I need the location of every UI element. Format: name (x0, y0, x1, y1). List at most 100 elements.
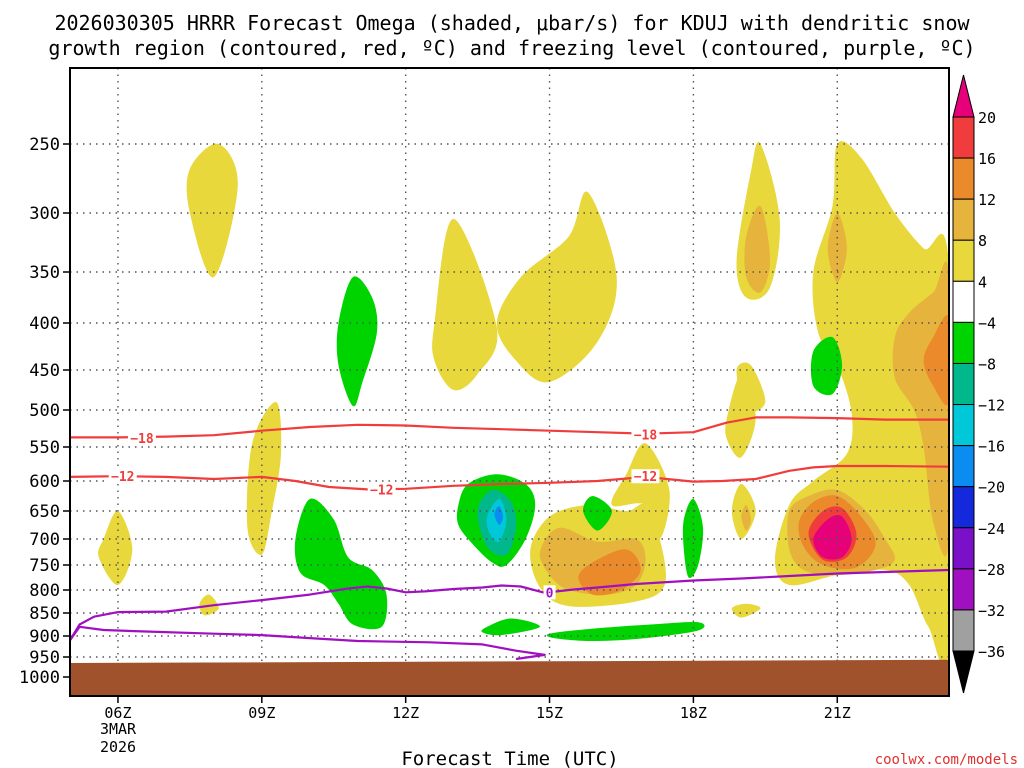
credit-label: coolwx.com/models (875, 752, 1018, 768)
y-tick-label-800: 800 (29, 581, 60, 601)
omega-area-neg-g (546, 621, 705, 641)
contour-minus-12-label-0: −12 (111, 470, 134, 485)
colorbar-label-1: 16 (978, 150, 996, 168)
y-tick-label-450: 450 (29, 361, 60, 381)
colorbar-segment-7 (952, 404, 975, 447)
colorbar-label-13: −36 (978, 643, 1005, 661)
contour-freezing-lower (70, 625, 546, 661)
omega-area-neg-d (583, 496, 612, 531)
omega-area-pos-e (432, 218, 498, 391)
colorbar-label-8: −16 (978, 438, 1005, 456)
omega-area-pos-v (578, 549, 641, 596)
omega-area-neg-a (336, 276, 378, 407)
contour-minus-18-label-bg-1 (631, 427, 660, 442)
gridlines (70, 68, 949, 696)
terrain (70, 659, 949, 696)
x-axis: 06Z 09Z 12Z 15Z 18Z 21Z (104, 696, 851, 722)
y-tick-label-400: 400 (29, 314, 60, 334)
colorbar-segment-10 (952, 527, 975, 570)
colorbar: 20 16 12 8 4 −4 −8 −12 −16 −20 −24 −28 −32 −36 (952, 74, 1005, 694)
contour-minus-12-label-2: −12 (634, 470, 657, 485)
x-tick-label-12: 12Z (392, 704, 419, 722)
colorbar-label-5: −4 (978, 314, 996, 332)
contour-minus-18-label-0: −18 (130, 432, 154, 447)
y-tick-label-1000: 1000 (19, 668, 60, 688)
contour-freezing-label-0: 0 (546, 586, 554, 601)
contour-minus-12-label-bg-0 (108, 469, 137, 484)
colorbar-label-9: −20 (978, 479, 1005, 497)
omega-area-pos-u (923, 315, 949, 406)
plot-frame (69, 67, 950, 697)
contour-minus-12-label-bg-2 (631, 469, 660, 484)
y-tick-label-500: 500 (29, 401, 60, 421)
contour-minus-12 (70, 464, 949, 491)
colorbar-segment-0 (952, 116, 975, 159)
contour-freezing-label-bg-0 (543, 585, 556, 600)
contour-minus-18 (70, 416, 949, 439)
y-tick-label-250: 250 (29, 135, 60, 155)
x-tick-label-18: 18Z (680, 704, 707, 722)
contour-freezing (70, 568, 949, 641)
omega-area-pos-m (731, 603, 761, 618)
y-tick-label-750: 750 (29, 556, 60, 576)
omega-area-neg-e (682, 498, 704, 579)
colorbar-segment-8 (952, 445, 975, 488)
y-tick-label-950: 950 (29, 648, 60, 668)
colorbar-label-2: 12 (978, 191, 996, 209)
temperature-contours: −18 −18 −12 −12 −12 0 (70, 416, 949, 661)
y-tick-label-600: 600 (29, 472, 60, 492)
colorbar-segment-4 (952, 280, 975, 323)
omega-area-pos-h (611, 443, 670, 540)
contour-minus-18-label-bg-0 (127, 431, 156, 446)
omega-shading (98, 141, 949, 669)
x-axis-label: Forecast Time (UTC) (401, 748, 618, 768)
colorbar-label-6: −8 (978, 355, 996, 373)
omega-area-pos-c (98, 510, 133, 586)
colorbar-segment-6 (952, 362, 975, 406)
y-tick-label-550: 550 (29, 438, 60, 458)
date-label-year: 2026 (100, 738, 136, 756)
colorbar-label-0: 20 (978, 109, 996, 127)
y-tick-label-850: 850 (29, 604, 60, 624)
colorbar-top-arrow (952, 74, 975, 118)
x-tick-label-21: 21Z (824, 704, 851, 722)
ground-surface (70, 659, 949, 696)
colorbar-bottom-arrow (952, 650, 975, 694)
omega-area-pos-y (813, 515, 852, 560)
omega-area-pos-b (246, 401, 282, 555)
colorbar-label-3: 8 (978, 232, 987, 250)
contour-minus-12-label-1: −12 (370, 483, 393, 498)
colorbar-segment-3 (952, 239, 975, 282)
x-tick-label-15: 15Z (536, 704, 563, 722)
y-axis: 250 300 350 400 450 500 550 600 650 700 750 800 850 9… (19, 135, 70, 688)
contour-minus-18-label-1: −18 (634, 428, 658, 443)
x-tick-label-9: 09Z (248, 704, 275, 722)
omega-area-pos-f (496, 191, 617, 383)
colorbar-segment-5 (952, 321, 975, 364)
y-tick-label-650: 650 (29, 502, 60, 522)
chart-title-line2: growth region (contoured, red, ºC) and f… (48, 36, 975, 60)
colorbar-segment-9 (952, 486, 975, 529)
colorbar-label-4: 4 (978, 273, 987, 291)
colorbar-label-10: −24 (978, 520, 1005, 538)
contour-minus-12-label-bg-1 (367, 482, 396, 497)
colorbar-segment-1 (952, 157, 975, 200)
omega-area-pos-q (741, 504, 751, 531)
omega-area-pos-k (736, 362, 766, 413)
y-tick-label-700: 700 (29, 530, 60, 550)
omega-area-neg-f (481, 618, 541, 636)
chart-title-line1: 2026030305 HRRR Forecast Omega (shaded, … (54, 11, 970, 35)
colorbar-segment-11 (952, 568, 975, 611)
colorbar-label-7: −12 (978, 397, 1005, 415)
omega-area-neg-k (494, 506, 503, 526)
y-tick-label-900: 900 (29, 627, 60, 647)
colorbar-segment-2 (952, 198, 975, 241)
omega-area-neg-b (294, 498, 388, 630)
omega-area-pos-o (744, 205, 771, 293)
colorbar-segment-12 (952, 609, 975, 652)
omega-area-pos-p (827, 213, 847, 283)
colorbar-label-11: −28 (978, 561, 1005, 579)
x-tick-label-6: 06Z (104, 704, 131, 722)
y-tick-label-350: 350 (29, 263, 60, 283)
